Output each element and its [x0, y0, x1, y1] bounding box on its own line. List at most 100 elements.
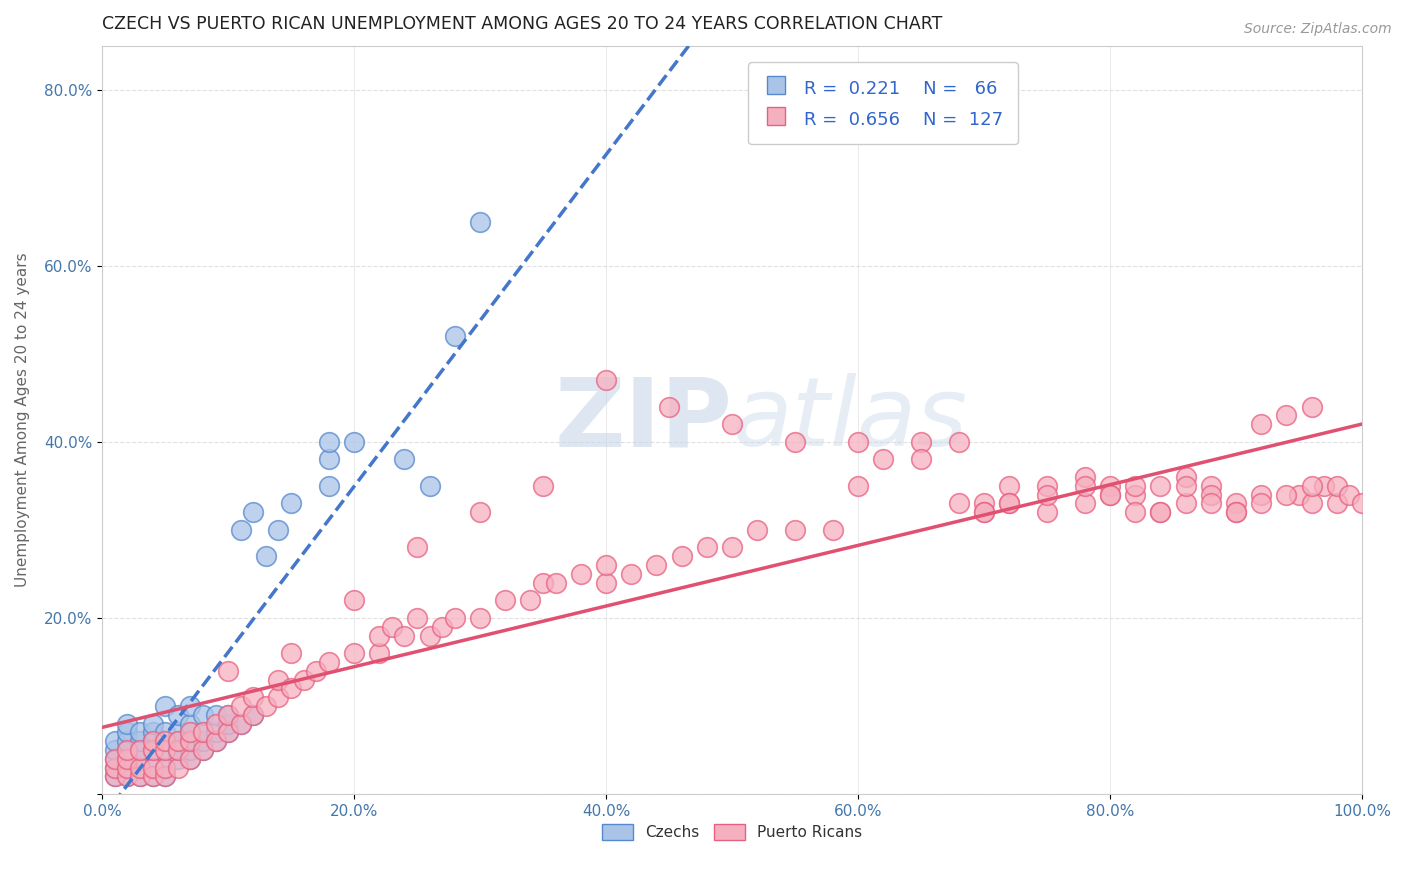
- Point: [179, 716, 201, 731]
- Point: [153, 743, 176, 757]
- Point: [468, 505, 491, 519]
- Point: [368, 646, 391, 660]
- Point: [494, 593, 516, 607]
- Point: [821, 523, 844, 537]
- Point: [179, 734, 201, 748]
- Point: [166, 752, 188, 766]
- Point: [544, 575, 567, 590]
- Point: [468, 215, 491, 229]
- Point: [1123, 505, 1146, 519]
- Legend: Czechs, Puerto Ricans: Czechs, Puerto Ricans: [596, 818, 869, 847]
- Point: [104, 769, 127, 783]
- Point: [153, 769, 176, 783]
- Point: [569, 566, 592, 581]
- Point: [179, 725, 201, 739]
- Point: [141, 761, 163, 775]
- Point: [1225, 505, 1247, 519]
- Point: [1275, 409, 1298, 423]
- Point: [254, 549, 277, 564]
- Point: [117, 752, 139, 766]
- Point: [406, 611, 429, 625]
- Point: [318, 655, 340, 669]
- Point: [254, 698, 277, 713]
- Point: [1174, 496, 1197, 510]
- Point: [191, 725, 214, 739]
- Point: [783, 523, 806, 537]
- Point: [444, 329, 467, 343]
- Point: [973, 496, 995, 510]
- Point: [910, 434, 932, 449]
- Point: [117, 716, 139, 731]
- Point: [129, 761, 152, 775]
- Point: [1301, 479, 1323, 493]
- Point: [468, 611, 491, 625]
- Point: [1123, 479, 1146, 493]
- Point: [191, 743, 214, 757]
- Point: [1036, 488, 1059, 502]
- Point: [343, 593, 366, 607]
- Point: [267, 523, 290, 537]
- Point: [204, 716, 226, 731]
- Point: [1036, 479, 1059, 493]
- Point: [153, 698, 176, 713]
- Point: [217, 725, 239, 739]
- Point: [318, 434, 340, 449]
- Point: [117, 769, 139, 783]
- Point: [104, 761, 127, 775]
- Point: [204, 707, 226, 722]
- Point: [229, 716, 252, 731]
- Point: [117, 761, 139, 775]
- Point: [153, 761, 176, 775]
- Point: [204, 725, 226, 739]
- Point: [343, 434, 366, 449]
- Point: [419, 479, 441, 493]
- Point: [204, 734, 226, 748]
- Point: [217, 707, 239, 722]
- Point: [394, 628, 416, 642]
- Point: [1074, 496, 1097, 510]
- Point: [229, 716, 252, 731]
- Point: [179, 698, 201, 713]
- Point: [998, 496, 1021, 510]
- Point: [343, 646, 366, 660]
- Point: [166, 761, 188, 775]
- Point: [166, 743, 188, 757]
- Point: [141, 716, 163, 731]
- Point: [242, 707, 264, 722]
- Point: [1123, 488, 1146, 502]
- Point: [1174, 470, 1197, 484]
- Point: [1250, 417, 1272, 432]
- Point: [595, 575, 617, 590]
- Point: [191, 725, 214, 739]
- Point: [117, 752, 139, 766]
- Point: [141, 725, 163, 739]
- Point: [318, 479, 340, 493]
- Point: [531, 479, 554, 493]
- Point: [153, 734, 176, 748]
- Point: [872, 452, 894, 467]
- Point: [419, 628, 441, 642]
- Point: [267, 690, 290, 705]
- Point: [1313, 479, 1336, 493]
- Point: [217, 716, 239, 731]
- Point: [217, 725, 239, 739]
- Point: [104, 734, 127, 748]
- Point: [129, 743, 152, 757]
- Point: [117, 769, 139, 783]
- Point: [141, 743, 163, 757]
- Point: [948, 496, 970, 510]
- Point: [406, 541, 429, 555]
- Point: [620, 566, 643, 581]
- Point: [1149, 505, 1171, 519]
- Point: [166, 725, 188, 739]
- Point: [191, 743, 214, 757]
- Point: [910, 452, 932, 467]
- Point: [948, 434, 970, 449]
- Point: [179, 734, 201, 748]
- Point: [368, 628, 391, 642]
- Point: [1326, 496, 1348, 510]
- Point: [1339, 488, 1361, 502]
- Point: [595, 558, 617, 573]
- Point: [1288, 488, 1310, 502]
- Point: [104, 752, 127, 766]
